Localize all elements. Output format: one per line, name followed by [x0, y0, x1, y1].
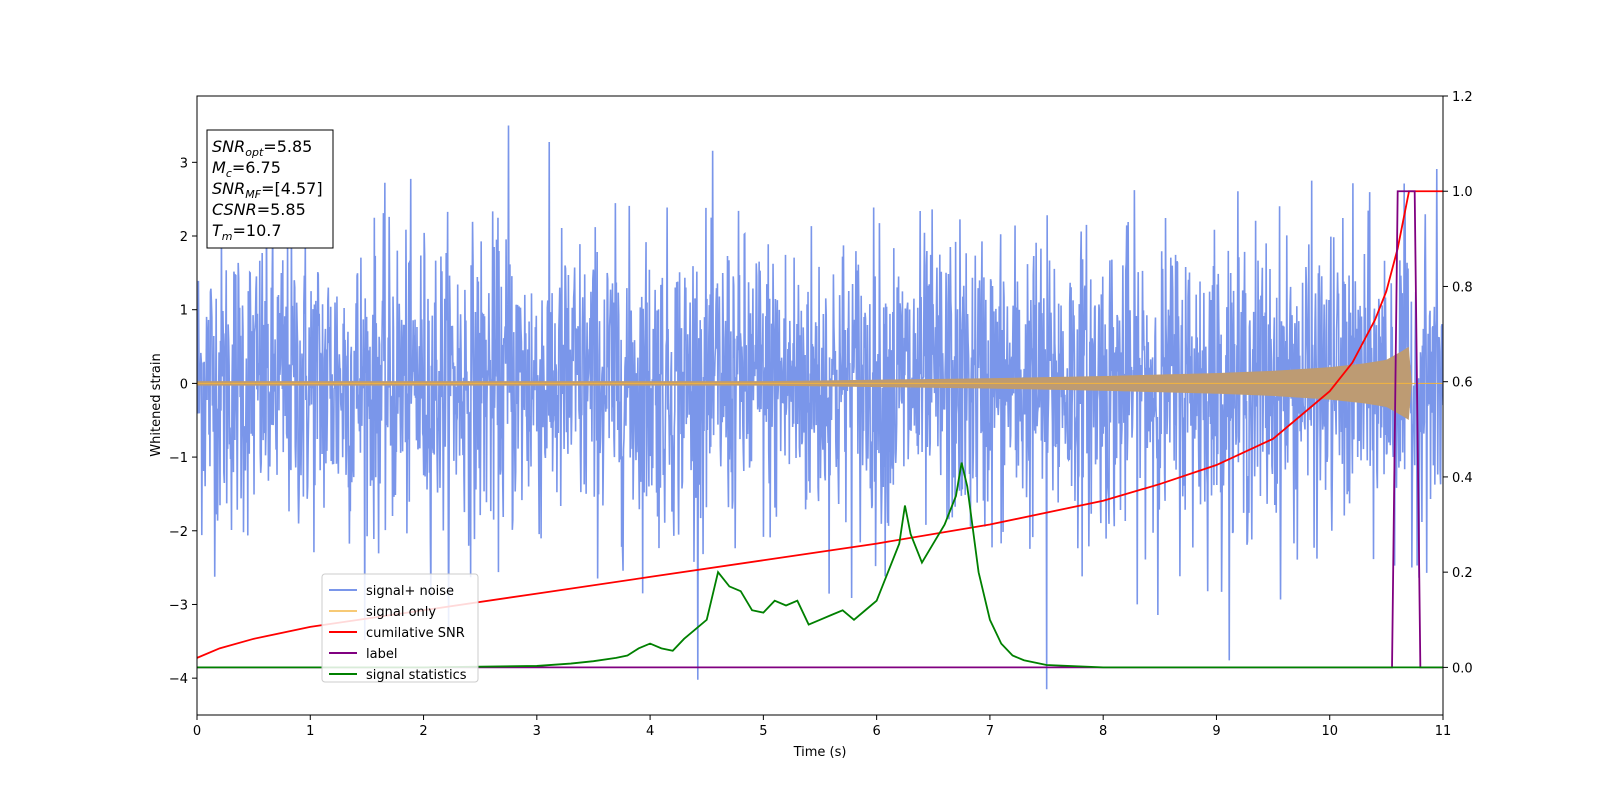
x-axis-label: Time (s)	[793, 745, 847, 760]
legend: signal+ noise signal only cumilative SNR la…	[321, 573, 479, 683]
annotation-subscript: m	[222, 230, 233, 243]
annotation-subscript: opt	[245, 146, 264, 159]
right-y-tick-label: 0.4	[1452, 471, 1473, 486]
left-y-tick-label: −4	[169, 672, 188, 687]
legend-frame	[321, 573, 479, 683]
annotation-line: Tm=10.7	[212, 221, 282, 243]
legend-entries: signal+ noise signal only cumilative SNR la…	[329, 584, 467, 683]
annotation-value: =10.7	[233, 221, 282, 240]
x-tick-label: 6	[872, 724, 880, 739]
left-y-tick-label: 0	[180, 377, 188, 392]
right-y-tick-label: 1.0	[1452, 185, 1473, 200]
annotation-symbol: CSNR	[212, 200, 257, 219]
annotation-box: SNRopt=5.85Mc=6.75SNRMF=[4.57]CSNR=5.85T…	[206, 129, 334, 249]
series-signal-statistics	[197, 462, 1443, 669]
annotation-value: =5.85	[257, 200, 306, 219]
left-y-tick-label: 3	[180, 156, 188, 171]
annotation-line: Mc=6.75	[212, 158, 281, 180]
x-tick-label: 10	[1321, 724, 1338, 739]
annotation-symbol: SNR	[212, 137, 245, 156]
legend-label: label	[366, 647, 397, 662]
series-signal-noise	[197, 125, 1443, 690]
x-tick-label: 3	[533, 724, 541, 739]
annotation-value: =[4.57]	[261, 179, 323, 198]
annotation-symbol: T	[212, 221, 223, 240]
annotation-subscript: c	[226, 167, 232, 180]
x-tick-label: 1	[306, 724, 314, 739]
annotation-value: =5.85	[263, 137, 312, 156]
legend-label: cumilative SNR	[366, 626, 465, 641]
x-axis-ticks: 0 1 2 3 4 5 6 7 8 9 10 11	[193, 715, 1451, 739]
left-y-tick-label: −2	[169, 525, 188, 540]
right-y-tick-label: 0.2	[1452, 566, 1473, 581]
x-tick-label: 11	[1435, 724, 1452, 739]
annotation-value: =6.75	[232, 158, 281, 177]
left-y-tick-label: −1	[169, 451, 188, 466]
legend-label: signal statistics	[366, 668, 467, 683]
legend-label: signal only	[366, 605, 436, 620]
left-y-axis-label: Whitened strain	[149, 353, 164, 456]
right-y-tick-label: 0.8	[1452, 280, 1473, 295]
left-y-tick-label: 1	[180, 304, 188, 319]
annotation-frame	[206, 129, 334, 249]
right-y-tick-label: 1.2	[1452, 90, 1473, 105]
left-y-axis-ticks: −4 −3 −2 −1 0 1 2 3	[169, 156, 197, 687]
annotation-line: SNRMF=[4.57]	[212, 179, 323, 201]
x-tick-label: 0	[193, 724, 201, 739]
x-tick-label: 8	[1099, 724, 1107, 739]
x-tick-label: 2	[419, 724, 427, 739]
annotation-subscript: MF	[245, 188, 261, 201]
right-y-axis-ticks: 0.0 0.2 0.4 0.6 0.8 1.0 1.2	[1443, 90, 1473, 676]
x-tick-label: 5	[759, 724, 767, 739]
right-y-tick-label: 0.6	[1452, 376, 1473, 391]
annotation-line: SNRopt=5.85	[212, 137, 312, 159]
x-tick-label: 4	[646, 724, 654, 739]
legend-label: signal+ noise	[366, 584, 454, 599]
annotation-lines: SNRopt=5.85Mc=6.75SNRMF=[4.57]CSNR=5.85T…	[212, 137, 323, 243]
annotation-symbol: SNR	[212, 179, 245, 198]
plot-frame	[196, 95, 1444, 716]
right-y-tick-label: 0.0	[1452, 661, 1473, 676]
annotation-line: CSNR=5.85	[212, 200, 306, 219]
x-tick-label: 9	[1212, 724, 1220, 739]
left-y-tick-label: 2	[180, 230, 188, 245]
x-tick-label: 7	[986, 724, 994, 739]
annotation-symbol: M	[212, 158, 226, 177]
left-y-tick-label: −3	[169, 598, 188, 613]
